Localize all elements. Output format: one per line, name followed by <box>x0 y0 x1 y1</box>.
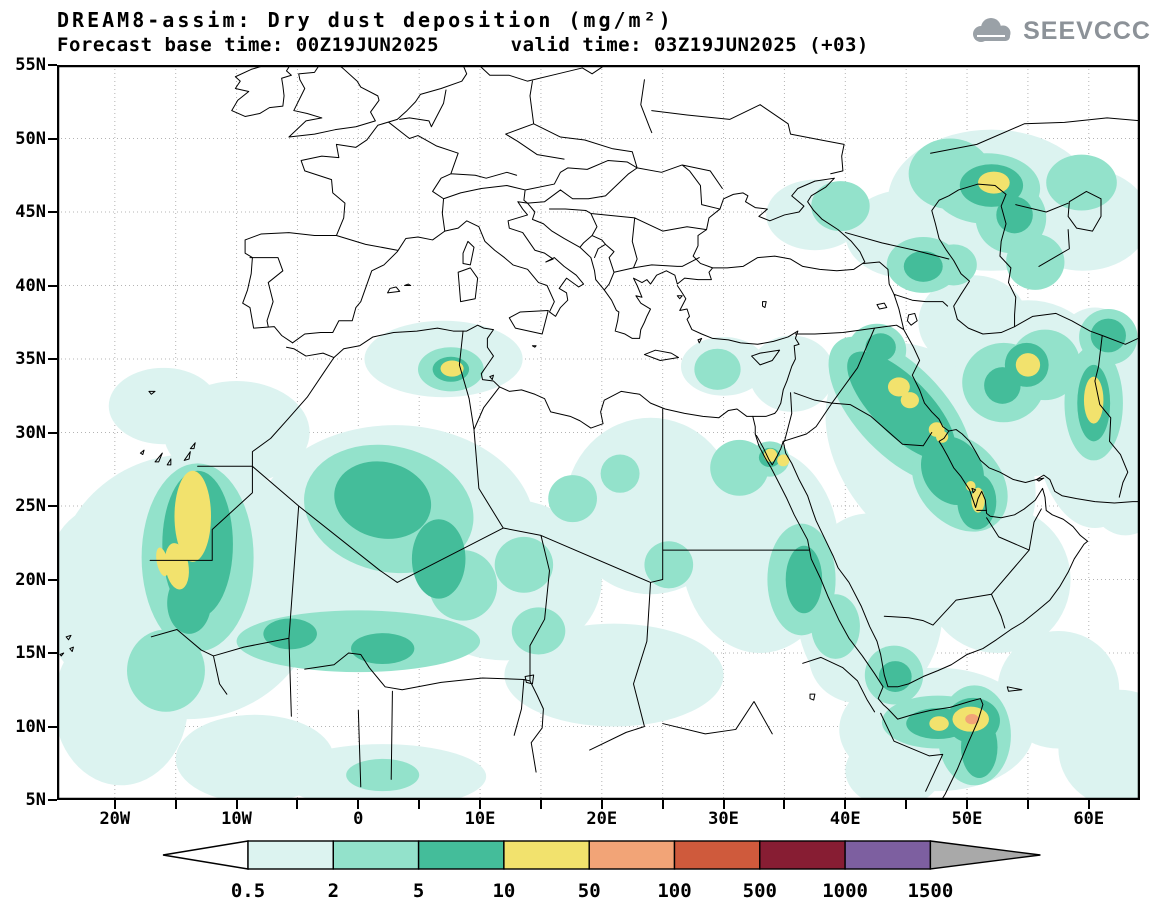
coastlines-and-borders <box>60 65 1140 800</box>
lat-tick-label: 50N <box>15 128 46 149</box>
colorbar-segment <box>588 840 676 870</box>
colorbar-level-label: 100 <box>657 880 691 902</box>
lon-tick-label: 10E <box>464 809 496 829</box>
lon-tick-label: 20W <box>99 809 131 829</box>
map-frame <box>57 65 1140 800</box>
lat-tick <box>48 358 57 360</box>
suez-canal <box>753 416 755 434</box>
colorbar-level-label: 1000 <box>822 880 868 902</box>
lon-tick <box>844 800 847 809</box>
chart-title: DREAM8-assim: Dry dust deposition (mg/m²… <box>57 8 674 32</box>
coastline-atlantic-europe <box>243 65 467 343</box>
lat-tick-label: 5N <box>25 790 46 810</box>
lon-tick <box>1026 800 1029 809</box>
coastline-britain <box>289 65 379 137</box>
lat-tick <box>48 431 57 434</box>
lon-tick <box>783 800 786 809</box>
lat-tick-label: 30N <box>15 422 46 443</box>
cloud-icon <box>973 18 1011 42</box>
lat-tick <box>48 284 57 287</box>
colorbar-level-label: 500 <box>743 880 777 902</box>
lat-tick-label: 10N <box>15 716 46 737</box>
colorbar-segment <box>332 840 420 870</box>
lat-tick <box>48 652 57 654</box>
lon-tick-label: 60E <box>1073 809 1105 829</box>
lon-tick-label: 0 <box>353 809 364 829</box>
lon-tick-label: 40E <box>829 809 861 829</box>
lon-tick-label: 50E <box>951 809 983 829</box>
color-scale-arrow-left <box>162 840 249 870</box>
lon-tick-label: 10W <box>221 809 252 829</box>
lat-tick-label: 25N <box>15 496 46 516</box>
colorbar-segment <box>417 840 505 870</box>
color-scale-arrow-right <box>929 840 1041 870</box>
colorbar-segment <box>247 840 335 870</box>
lat-tick-label: 20N <box>15 569 46 590</box>
colorbar-level-label: 2 <box>328 880 339 902</box>
logo-text: SEEVCCC <box>1023 16 1151 45</box>
lat-tick-label: 40N <box>15 275 46 296</box>
coastline-north-mediterranean <box>293 202 713 343</box>
lon-tick-label: 20E <box>586 809 618 829</box>
lon-tick <box>905 800 908 809</box>
colorbar-segment <box>673 840 761 870</box>
coastline-baltic <box>479 65 618 81</box>
coastline-iran <box>949 430 1140 504</box>
dust-band-50-100 <box>965 714 979 725</box>
coastline-turkey-levant <box>677 286 799 414</box>
lon-tick <box>1087 800 1090 809</box>
lon-tick <box>357 800 360 809</box>
lon-tick <box>722 800 725 809</box>
colorbar-level-label: 5 <box>413 880 424 902</box>
lon-tick <box>296 800 299 809</box>
lon-tick <box>418 800 421 809</box>
lon-tick <box>600 800 603 809</box>
coastline-ireland <box>232 65 292 116</box>
colorbar-segment <box>503 840 590 870</box>
lon-tick <box>174 800 177 809</box>
lat-tick <box>48 137 57 140</box>
lon-tick <box>539 800 542 809</box>
lon-tick <box>235 800 238 809</box>
country-borders <box>150 80 1140 791</box>
lon-tick <box>113 800 116 809</box>
coastline-redsea-horn <box>755 434 983 800</box>
colorbar: 0.5 2 5 10 50 100 500 1000 1500 <box>162 840 1041 902</box>
colorbar-segment <box>844 840 932 870</box>
colorbar-segment <box>759 840 846 870</box>
lakes <box>525 302 917 700</box>
coastline-caspian <box>932 184 1016 334</box>
lat-tick <box>48 211 57 213</box>
chart-subtitle: Forecast base time: 00Z19JUN2025 valid t… <box>57 34 869 56</box>
lat-tick-label: 45N <box>15 202 46 222</box>
dust-band-5-10 <box>162 164 1126 778</box>
seevccc-logo: SEEVCCC <box>967 16 1151 46</box>
colorbar-level-label: 10 <box>492 880 515 902</box>
lat-tick <box>48 799 57 801</box>
lat-tick-label: 55N <box>15 55 46 75</box>
lat-tick-label: 15N <box>15 643 46 663</box>
colorbar-level-label: 0.5 <box>231 880 265 902</box>
coastline-sinai <box>756 435 783 464</box>
map <box>57 65 1140 800</box>
lat-tick <box>48 578 57 581</box>
coastline-arabia <box>783 431 1087 687</box>
coastline-north-africa <box>286 325 774 428</box>
lon-tick-label: 30E <box>708 809 739 829</box>
lon-tick <box>966 800 968 809</box>
lat-tick <box>48 505 57 507</box>
colorbar-level-label: 1500 <box>908 880 954 902</box>
islands <box>60 241 1044 691</box>
coastline-aral <box>1068 191 1101 231</box>
lat-tick <box>48 725 57 728</box>
lat-tick-label: 35N <box>15 349 46 369</box>
lat-tick <box>48 64 57 66</box>
lon-tick <box>479 800 482 809</box>
lon-tick <box>661 800 664 809</box>
colorbar-level-label: 50 <box>578 880 601 902</box>
